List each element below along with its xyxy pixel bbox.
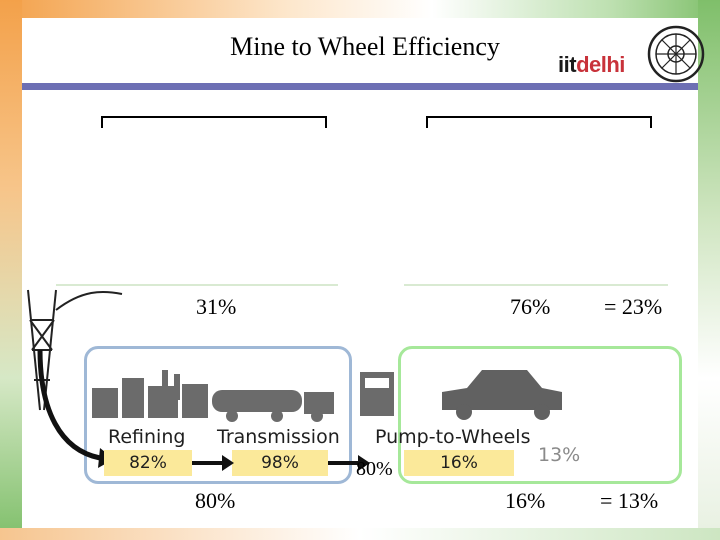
fuel-pump-icon [360, 372, 394, 416]
top-left-efficiency: 31% [196, 294, 237, 319]
slide-title: Mine to Wheel Efficiency [230, 32, 500, 61]
logo-text-accent: delhi [576, 52, 625, 77]
institute-seal-icon [647, 25, 705, 83]
top-total: = 23% [604, 294, 663, 319]
bottom-right-efficiency: 16% [505, 488, 546, 513]
left-bracket [101, 116, 327, 128]
stage-label-pump-to-wheels: Pump-to-Wheels [375, 426, 531, 448]
logo-text-prefix: iit [558, 52, 577, 77]
stage-label-transmission: Transmission [217, 426, 340, 448]
separator-left [56, 284, 338, 286]
supply-chain-box [84, 346, 352, 484]
slide-frame-right [698, 0, 720, 540]
gray-efficiency-label: 13% [538, 444, 581, 466]
stage-value-pump-to-wheels: 16% [404, 450, 514, 476]
bottom-left-efficiency: 80% [195, 488, 236, 513]
refinery-icon [92, 370, 208, 418]
top-right-efficiency: 76% [510, 294, 551, 319]
slide-frame-top [0, 0, 720, 18]
slide-frame-bottom [0, 528, 720, 540]
tanker-truck-icon [212, 390, 334, 422]
separator-right [404, 284, 668, 286]
arrow-transmission-to-pump-icon [328, 455, 370, 471]
slide-canvas [22, 18, 698, 528]
vehicle-box [398, 346, 682, 484]
arrow-refining-to-transmission-icon [192, 455, 234, 471]
stage-value-transmission: 98% [232, 450, 328, 476]
slide-frame-left [0, 0, 22, 540]
institute-logo: iitdelhi [558, 52, 625, 78]
title-divider [22, 83, 698, 90]
mid-efficiency: 80% [356, 458, 393, 480]
car-icon [442, 370, 562, 420]
process-illustration [27, 289, 562, 422]
bottom-total: = 13% [600, 488, 659, 513]
stage-value-refining: 82% [104, 450, 192, 476]
stage-label-refining: Refining [108, 426, 186, 448]
right-bracket [426, 116, 652, 128]
